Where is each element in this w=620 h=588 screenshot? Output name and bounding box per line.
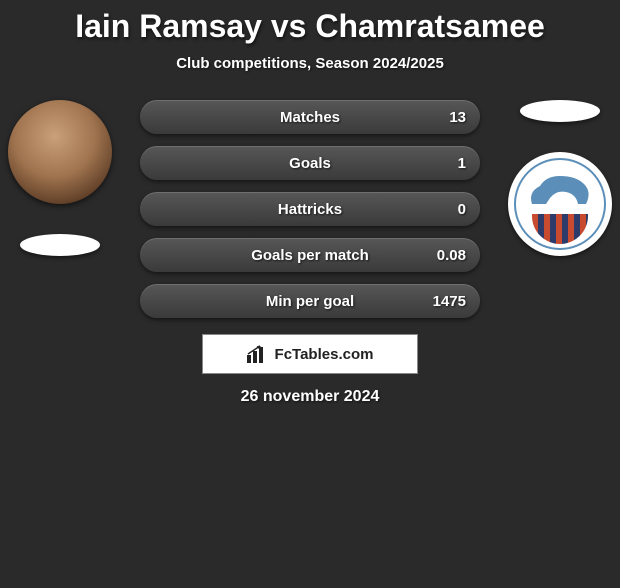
badge-stripes xyxy=(532,214,588,244)
comparison-content: Matches 13 Goals 1 Hattricks 0 Goals per… xyxy=(0,100,620,406)
stat-label: Goals per match xyxy=(251,247,369,264)
horse-icon xyxy=(526,170,594,214)
club-badge-chamratsamee xyxy=(508,152,612,256)
flag-left xyxy=(20,234,100,256)
stat-value: 13 xyxy=(449,109,466,126)
stat-label: Hattricks xyxy=(278,201,342,218)
stat-label: Min per goal xyxy=(266,293,354,310)
stat-bar-mpg: Min per goal 1475 xyxy=(140,284,480,318)
stat-label: Goals xyxy=(289,155,331,172)
stat-bar-gpm: Goals per match 0.08 xyxy=(140,238,480,272)
stat-value: 1 xyxy=(458,155,466,172)
logo-box: FcTables.com xyxy=(202,334,418,374)
right-column xyxy=(500,100,620,256)
page-title: Iain Ramsay vs Chamratsamee xyxy=(0,8,620,45)
stat-bar-matches: Matches 13 xyxy=(140,100,480,134)
stat-value: 1475 xyxy=(433,293,466,310)
stat-label: Matches xyxy=(280,109,340,126)
stat-bar-hattricks: Hattricks 0 xyxy=(140,192,480,226)
stat-bars: Matches 13 Goals 1 Hattricks 0 Goals per… xyxy=(140,100,480,318)
flag-right xyxy=(520,100,600,122)
bars-icon xyxy=(247,345,269,363)
player-avatar-ramsay xyxy=(8,100,112,204)
logo-text: FcTables.com xyxy=(275,346,374,363)
stat-value: 0 xyxy=(458,201,466,218)
left-column xyxy=(0,100,120,256)
stat-bar-goals: Goals 1 xyxy=(140,146,480,180)
date-text: 26 november 2024 xyxy=(0,388,620,406)
subtitle: Club competitions, Season 2024/2025 xyxy=(0,55,620,72)
stat-value: 0.08 xyxy=(437,247,466,264)
